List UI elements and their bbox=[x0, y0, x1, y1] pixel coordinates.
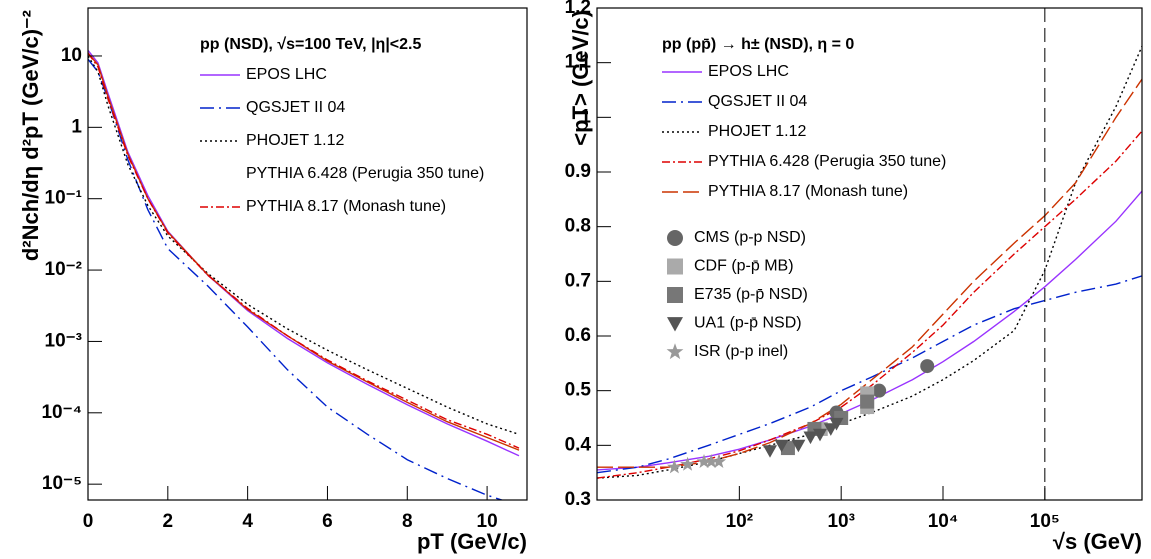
y-axis-title: d²Nch/dη d²pT (GeV/c)⁻² bbox=[18, 10, 43, 261]
y-tick-label: 1 bbox=[71, 116, 82, 137]
data-point bbox=[774, 439, 789, 453]
x-tick-label: 0 bbox=[83, 511, 94, 532]
data-point bbox=[680, 456, 695, 471]
legend-label: PYTHIA 8.17 (Monash tune) bbox=[708, 183, 908, 200]
annotation: pp (pp̄) → h± (NSD), η = 0 bbox=[662, 36, 854, 53]
y-tick-label: 1.2 bbox=[565, 0, 591, 18]
y-tick-label: 1.1 bbox=[565, 52, 592, 73]
y-tick-label: 10⁻³ bbox=[45, 330, 83, 351]
series-line bbox=[88, 58, 504, 500]
y-tick-label: 0.8 bbox=[565, 216, 591, 237]
x-tick-label: 6 bbox=[322, 511, 333, 532]
y-tick-label: 10 bbox=[61, 45, 82, 66]
annotation: pp (NSD), √s=100 TeV, |η|<2.5 bbox=[200, 36, 421, 53]
y-tick-label: 10⁻⁵ bbox=[42, 473, 82, 494]
legend-label: EPOS LHC bbox=[246, 66, 327, 83]
data-point bbox=[813, 428, 827, 442]
x-tick-label: 10³ bbox=[827, 511, 854, 532]
legend-label: PHOJET 1.12 bbox=[708, 123, 807, 140]
data-point bbox=[803, 431, 818, 445]
legend-marker bbox=[667, 258, 683, 275]
legend-label: E735 (p-p̄ NSD) bbox=[694, 286, 808, 303]
y-tick-label: 10⁻¹ bbox=[45, 188, 83, 209]
x-tick-label: 10⁴ bbox=[928, 511, 959, 532]
plot-area bbox=[597, 46, 1142, 479]
data-point bbox=[829, 417, 844, 431]
x-axis-title: pT (GeV/c) bbox=[417, 529, 527, 554]
series-line bbox=[597, 130, 1142, 479]
legend-label: ISR (p-p inel) bbox=[694, 343, 788, 360]
data-point bbox=[711, 454, 727, 468]
x-axis-title: √s (GeV) bbox=[1053, 529, 1142, 554]
plot-frame bbox=[596, 7, 1143, 501]
y-tick-label: 10⁻⁴ bbox=[41, 402, 82, 423]
legend-marker bbox=[667, 287, 683, 303]
x-tick-label: 10⁵ bbox=[1030, 511, 1060, 532]
data-point bbox=[872, 383, 887, 398]
y-tick-label: 0.7 bbox=[565, 270, 591, 291]
legend-label: QGSJET II 04 bbox=[246, 99, 345, 116]
legend-marker bbox=[667, 317, 683, 332]
y-tick-label: 0.3 bbox=[565, 489, 591, 510]
legend-label: EPOS LHC bbox=[708, 63, 789, 80]
x-tick-label: 2 bbox=[163, 511, 174, 532]
y-tick-label: 0.4 bbox=[565, 434, 592, 455]
data-point bbox=[860, 394, 875, 409]
data-point bbox=[667, 459, 682, 474]
y-tick-label: 0.5 bbox=[565, 380, 592, 401]
legend-label: CMS (p-p NSD) bbox=[694, 229, 806, 246]
legend-label: CDF (p-p̄ MB) bbox=[694, 258, 794, 275]
legend-label: PYTHIA 6.428 (Perugia 350 tune) bbox=[708, 153, 946, 170]
legend-marker bbox=[667, 230, 683, 246]
series-line bbox=[88, 49, 520, 457]
data-point bbox=[920, 359, 935, 374]
data-point bbox=[791, 439, 806, 453]
legend-label: PYTHIA 6.428 (Perugia 350 tune) bbox=[246, 165, 484, 182]
x-tick-label: 10 bbox=[477, 511, 498, 532]
y-axis-title: <pT> (GeV/c) bbox=[568, 10, 593, 146]
legend-label: PYTHIA 8.17 (Monash tune) bbox=[246, 198, 446, 215]
legend-label: PHOJET 1.12 bbox=[246, 132, 345, 149]
y-tick-label: 0.6 bbox=[565, 325, 591, 346]
legend-marker bbox=[666, 343, 684, 360]
series-line bbox=[88, 52, 520, 449]
x-tick-label: 4 bbox=[242, 511, 253, 532]
series-line bbox=[597, 78, 1142, 468]
x-tick-label: 8 bbox=[402, 511, 413, 532]
plot-frame bbox=[87, 7, 528, 501]
x-tick-label: 10² bbox=[726, 511, 753, 532]
y-tick-label: 1 bbox=[580, 106, 591, 127]
plot-area bbox=[88, 49, 520, 500]
data-point bbox=[696, 454, 712, 468]
legend-label: QGSJET II 04 bbox=[708, 93, 807, 110]
y-tick-label: 10⁻² bbox=[45, 259, 83, 280]
data-point bbox=[703, 454, 719, 468]
legend-label: UA1 (p-p̄ NSD) bbox=[694, 315, 802, 332]
series-line bbox=[597, 275, 1142, 474]
y-tick-label: 0.9 bbox=[565, 161, 591, 182]
data-point bbox=[763, 445, 777, 458]
